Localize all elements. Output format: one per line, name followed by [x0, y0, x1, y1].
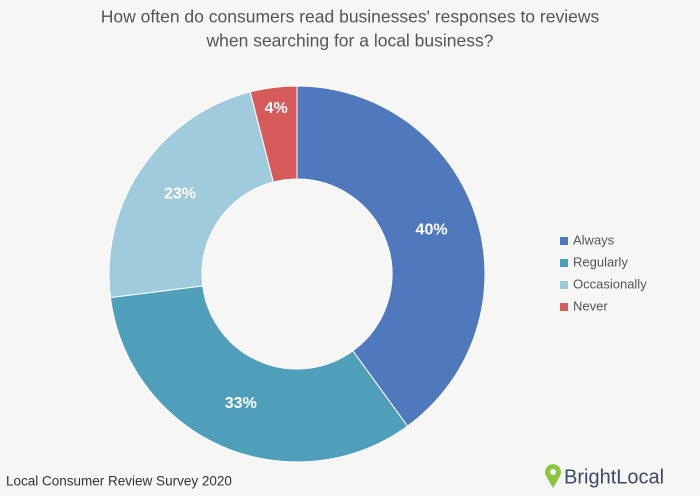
- logo-pin: [545, 464, 561, 488]
- donut-slice: [296, 85, 486, 427]
- legend-swatch: [560, 303, 568, 311]
- source: Local Consumer Review Survey 2020: [6, 474, 232, 489]
- brand-logo: BrightLocal: [545, 452, 664, 488]
- legend-label: Regularly: [573, 254, 628, 269]
- donut-slice: [109, 285, 409, 463]
- legend-swatch: [560, 237, 568, 245]
- logo-pin-hole: [550, 469, 556, 475]
- data-label: 33%: [225, 395, 257, 412]
- legend-label: Always: [573, 232, 615, 247]
- donut-slice: [249, 85, 298, 183]
- chart-title: when searching for a local business?: [206, 31, 494, 51]
- legend-label: Occasionally: [573, 276, 647, 291]
- chart-title: How often do consumers read businesses' …: [101, 7, 600, 27]
- legend-label: Never: [573, 298, 608, 313]
- data-label: 40%: [416, 221, 448, 238]
- data-label: 23%: [164, 186, 196, 203]
- legend-swatch: [560, 281, 568, 289]
- logo-pin: [546, 452, 560, 466]
- legend-swatch: [560, 259, 568, 267]
- donut-slice: [108, 91, 274, 299]
- data-label: 4%: [265, 100, 288, 117]
- brand: BrightLocal: [564, 466, 664, 488]
